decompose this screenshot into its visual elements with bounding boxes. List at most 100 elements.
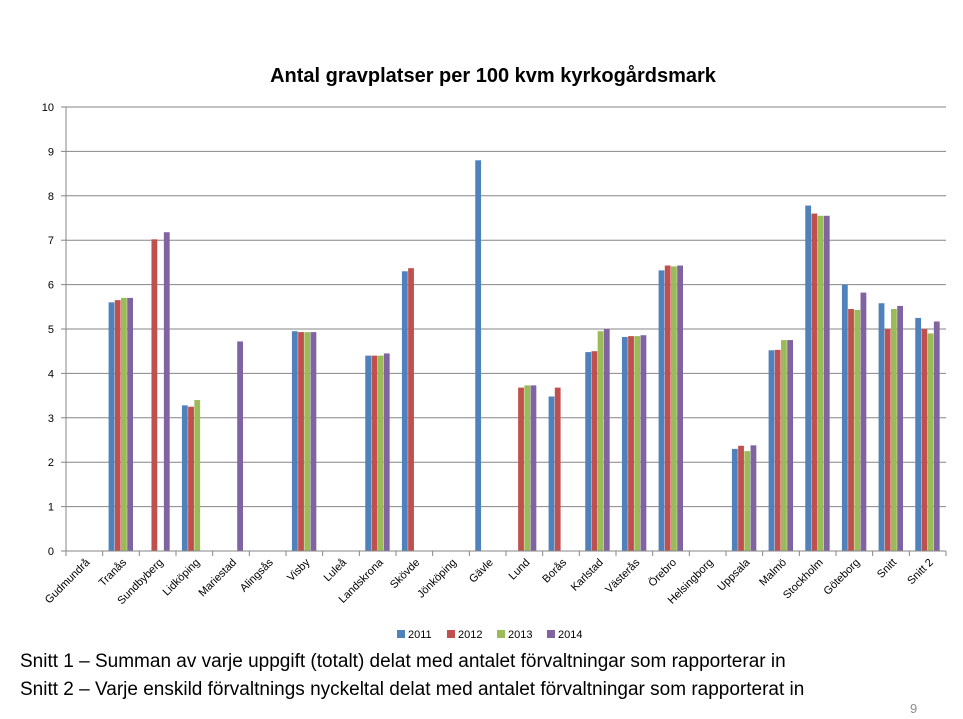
x-axis-ticks: Gudmundrå TranåsSundbybergLidköpingMaries… <box>43 551 947 607</box>
bar <box>621 336 628 551</box>
x-tick-label: Snitt <box>875 557 899 581</box>
bar <box>585 352 592 551</box>
bar <box>811 213 818 551</box>
legend-swatch <box>497 630 505 638</box>
x-tick-label: Lund <box>507 557 533 583</box>
x-tick-label: Visby <box>285 556 313 584</box>
bar <box>121 297 127 551</box>
note-snitt-2: Snitt 2 – Varje enskild förvaltnings nyc… <box>20 679 805 700</box>
note-snitt-1: Snitt 1 – Summan av varje uppgift (total… <box>20 651 786 672</box>
legend-swatch <box>447 630 455 638</box>
x-tick-label: Gävle <box>467 557 496 586</box>
bar <box>383 353 390 551</box>
y-tick-label: 8 <box>48 191 54 203</box>
x-tick-label: Västerås <box>603 556 643 596</box>
bar <box>658 270 665 551</box>
chart-title: Antal gravplatser per 100 kvm kyrkogårds… <box>270 64 717 87</box>
legend-label: 2014 <box>558 629 582 641</box>
bar <box>475 160 482 551</box>
bar <box>151 239 158 551</box>
bar <box>891 309 897 551</box>
bar <box>548 396 555 551</box>
bar <box>181 405 188 551</box>
bar <box>310 332 317 551</box>
bar <box>634 336 641 551</box>
bar <box>304 332 311 551</box>
bar <box>787 340 793 551</box>
bar <box>163 232 170 551</box>
bar <box>524 385 531 551</box>
bar <box>854 309 861 551</box>
x-tick-label: Snitt 2 <box>905 557 936 588</box>
legend-label: 2013 <box>508 629 532 641</box>
bar <box>915 317 922 551</box>
bar <box>365 355 372 551</box>
x-tick-label: Karlstad <box>569 557 606 594</box>
y-tick-label: 4 <box>48 368 54 380</box>
legend-swatch <box>547 630 555 638</box>
bar <box>878 303 885 551</box>
bar <box>744 451 751 551</box>
x-tick-label: Stockholm <box>781 557 826 602</box>
x-tick-label: Skövde <box>388 557 422 591</box>
x-tick-label: Alingsås <box>238 556 276 594</box>
bar <box>518 387 524 551</box>
bar <box>554 387 561 551</box>
bar <box>408 268 414 551</box>
bar <box>628 336 634 551</box>
legend: 2011 2012 2013 2014 <box>397 629 582 641</box>
bar <box>805 205 812 551</box>
x-tick-label: Örebro <box>646 557 679 590</box>
bar <box>377 355 384 551</box>
bar <box>823 215 830 551</box>
x-tick-label: Mariestad <box>196 557 239 600</box>
y-axis-ticks: 0 1 2 3 4 5 6 7 8 9 10 <box>42 102 66 558</box>
bar <box>298 332 304 551</box>
bar <box>108 302 115 551</box>
bar <box>640 335 647 551</box>
y-tick-label: 10 <box>42 102 54 114</box>
bar <box>530 385 537 551</box>
bar <box>817 215 824 551</box>
legend-swatch <box>397 630 405 638</box>
bar <box>603 329 610 551</box>
bar <box>237 341 243 551</box>
y-tick-label: 3 <box>48 413 54 425</box>
x-tick-label: Göteborg <box>822 557 863 598</box>
bar <box>774 349 781 551</box>
legend-label: 2012 <box>458 629 482 641</box>
bar <box>841 284 848 551</box>
bar <box>194 400 201 551</box>
y-tick-label: 1 <box>48 502 54 514</box>
bar <box>768 350 775 551</box>
bar <box>371 355 378 551</box>
x-tick-label: Tranås <box>97 556 130 589</box>
bar <box>933 321 940 551</box>
y-tick-label: 0 <box>48 546 54 558</box>
bar <box>738 445 744 551</box>
page-number: 9 <box>910 701 918 716</box>
x-tick-label: Lidköping <box>161 557 203 599</box>
x-tick-label: Malmö <box>757 557 789 589</box>
y-tick-label: 6 <box>48 280 54 292</box>
bar <box>591 351 598 551</box>
y-tick-label: 9 <box>48 146 54 158</box>
x-tick-label: Uppsala <box>715 556 753 594</box>
bar-chart: Antal gravplatser per 100 kvm kyrkogårds… <box>42 64 947 641</box>
bars <box>108 160 940 551</box>
x-tick-label: Gudmundrå <box>43 556 93 606</box>
bar <box>884 329 891 551</box>
y-tick-label: 7 <box>48 235 54 247</box>
bar <box>731 448 738 551</box>
bar <box>664 265 671 551</box>
legend-label: 2011 <box>408 629 432 641</box>
bar <box>781 340 787 551</box>
y-tick-label: 2 <box>48 457 54 469</box>
bar <box>927 333 934 551</box>
bar <box>848 309 854 551</box>
bar <box>921 329 928 551</box>
bar <box>897 305 903 551</box>
x-tick-label: Luleå <box>322 556 350 584</box>
bar <box>291 331 298 551</box>
bar <box>401 271 408 551</box>
